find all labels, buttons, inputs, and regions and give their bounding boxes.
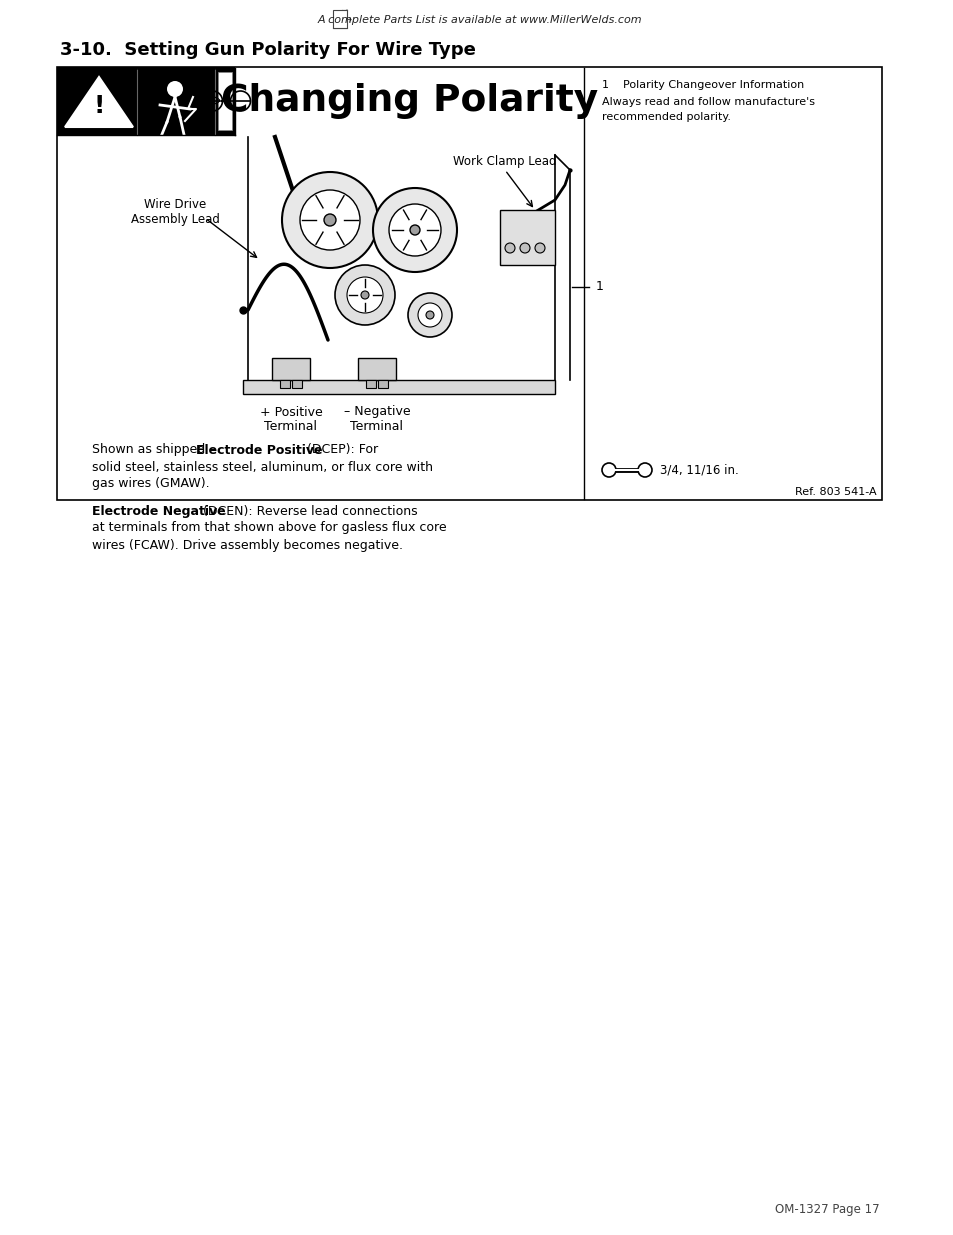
Circle shape [519,243,530,253]
Circle shape [299,190,359,249]
Bar [292,380,302,388]
Bar [280,380,290,388]
Text: (DCEP): For: (DCEP): For [303,443,378,457]
Circle shape [167,82,183,98]
Text: (DCEN): Reverse lead connections: (DCEN): Reverse lead connections [199,505,417,517]
Circle shape [347,277,382,312]
Text: recommended polarity.: recommended polarity. [601,112,730,122]
Circle shape [324,214,335,226]
Text: Changing Polarity: Changing Polarity [221,83,598,119]
Text: 1: 1 [596,280,603,294]
Text: Terminal: Terminal [350,420,403,433]
Bar [272,358,310,380]
Circle shape [410,225,419,235]
Text: 3-10.  Setting Gun Polarity For Wire Type: 3-10. Setting Gun Polarity For Wire Type [60,41,476,59]
Text: Work Clamp Lead: Work Clamp Lead [453,156,557,168]
Bar [333,10,347,28]
Circle shape [408,293,452,337]
Circle shape [417,303,441,327]
Circle shape [638,463,651,477]
Bar [57,67,234,135]
Bar [357,358,395,380]
Text: Assembly Lead: Assembly Lead [131,214,219,226]
Text: + Positive: + Positive [259,405,322,419]
Text: Terminal: Terminal [264,420,317,433]
Text: Shown as shipped –: Shown as shipped – [91,443,219,457]
Text: wires (FCAW). Drive assembly becomes negative.: wires (FCAW). Drive assembly becomes neg… [91,538,402,552]
Text: OM-1327 Page 17: OM-1327 Page 17 [775,1203,879,1216]
Text: →: → [344,15,352,25]
Text: Electrode Negative: Electrode Negative [91,505,226,517]
Bar [218,72,232,130]
Circle shape [360,291,369,299]
Circle shape [535,243,544,253]
Circle shape [504,243,515,253]
Text: Always read and follow manufacture's: Always read and follow manufacture's [601,98,814,107]
Bar [57,67,882,500]
Text: Wire Drive: Wire Drive [144,199,206,211]
Circle shape [389,204,440,256]
Bar [243,380,555,394]
Text: solid steel, stainless steel, aluminum, or flux core with: solid steel, stainless steel, aluminum, … [91,461,433,473]
Circle shape [601,463,616,477]
Text: gas wires (GMAW).: gas wires (GMAW). [91,478,210,490]
Bar [377,380,388,388]
Text: !: ! [93,94,105,119]
Bar [499,210,555,266]
Text: Ref. 803 541-A: Ref. 803 541-A [795,487,876,496]
Circle shape [426,311,434,319]
Text: A complete Parts List is available at www.MillerWelds.com: A complete Parts List is available at ww… [317,15,641,25]
Text: 3/4, 11/16 in.: 3/4, 11/16 in. [659,463,738,477]
Polygon shape [65,77,132,127]
Text: at terminals from that shown above for gasless flux core: at terminals from that shown above for g… [91,521,446,535]
Text: Electrode Positive: Electrode Positive [196,443,323,457]
Circle shape [373,188,456,272]
Circle shape [282,172,377,268]
Circle shape [335,266,395,325]
Bar [366,380,375,388]
Text: – Negative: – Negative [343,405,410,419]
Text: 1    Polarity Changeover Information: 1 Polarity Changeover Information [601,80,803,90]
